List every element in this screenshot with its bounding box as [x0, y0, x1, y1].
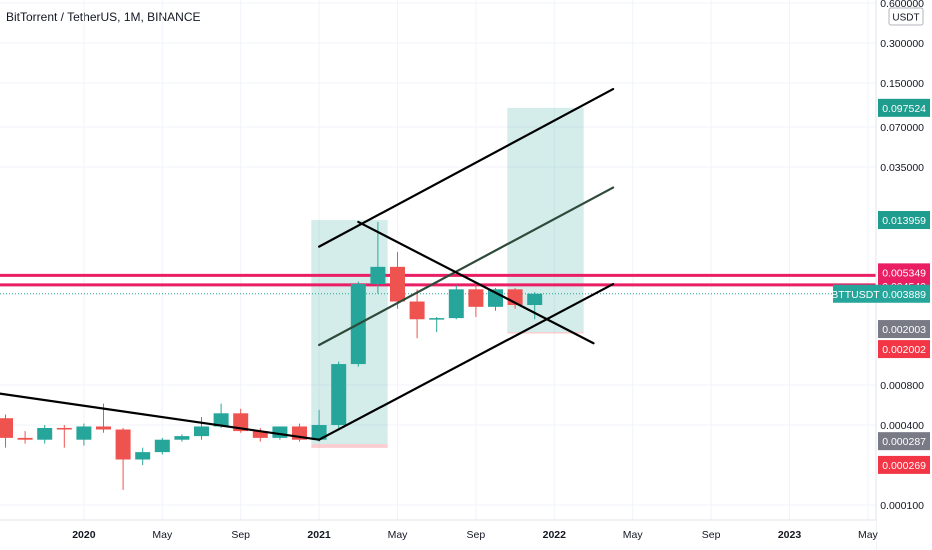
candle-body[interactable] [96, 426, 111, 430]
price-label-text: 0.003889 [882, 289, 926, 301]
price-label-badge [878, 284, 930, 303]
symbol-tag-text: BTTUSDT [831, 289, 880, 301]
trend-line[interactable] [318, 282, 615, 441]
candle-body[interactable] [311, 425, 327, 440]
target-range-box[interactable] [311, 220, 388, 445]
x-tick-label: Sep [467, 529, 486, 541]
trend-line[interactable] [318, 186, 615, 347]
price-label-badge [878, 98, 930, 117]
y-tick-label: 0.300000 [880, 38, 924, 50]
candle-body[interactable] [115, 429, 131, 460]
y-tick-label: 0.600000 [880, 0, 924, 10]
chart-title: BitTorrent / TetherUS, 1M, BINANCE [6, 10, 201, 24]
x-tick-label: 2021 [307, 529, 331, 541]
candle-body[interactable] [252, 431, 268, 438]
price-label-badge [878, 211, 930, 230]
stop-range-box[interactable] [507, 332, 584, 334]
price-label-text: 0.013959 [882, 215, 926, 227]
price-label-text: 0.097524 [882, 103, 926, 115]
price-label-badge [878, 340, 930, 359]
candle-body[interactable] [76, 426, 92, 440]
symbol-tag [833, 284, 878, 303]
currency-tag [888, 7, 924, 26]
price-label-text: 0.000287 [882, 436, 926, 448]
candle-body[interactable] [56, 427, 72, 430]
candle-body[interactable] [272, 426, 288, 438]
x-tick-label: Sep [231, 529, 250, 541]
time-axis-background [0, 520, 876, 550]
price-label-badge [878, 432, 930, 451]
trend-line[interactable] [318, 87, 615, 248]
x-tick-label: May [152, 529, 173, 541]
x-tick-label: May [858, 529, 879, 541]
candle-body[interactable] [409, 301, 425, 320]
y-tick-label: 0.070000 [880, 122, 924, 134]
x-tick-label: May [623, 529, 644, 541]
x-tick-label: Sep [702, 529, 721, 541]
price-label-badge [878, 455, 930, 474]
x-tick-label: 2020 [72, 529, 96, 541]
x-tick-label: May [388, 529, 409, 541]
price-label-text: 0.000269 [882, 460, 926, 472]
candle-body[interactable] [174, 436, 190, 440]
candle-body[interactable] [135, 452, 151, 460]
candle-body[interactable] [213, 413, 229, 427]
candle-body[interactable] [37, 427, 53, 440]
candle-body[interactable] [194, 426, 209, 437]
candle-body[interactable] [331, 364, 347, 426]
candle-body[interactable] [390, 266, 405, 302]
y-tick-label: 0.000400 [880, 420, 924, 432]
price-label-text: 0.002002 [882, 344, 926, 356]
y-tick-label: 0.000800 [880, 380, 924, 392]
candle-body[interactable] [429, 318, 445, 320]
price-label-text: 0.005349 [882, 267, 926, 279]
candle-body[interactable] [154, 439, 170, 453]
currency-label: USDT [892, 13, 919, 24]
x-tick-label: 2022 [543, 529, 567, 541]
candle-body[interactable] [468, 289, 484, 307]
candle-body[interactable] [17, 437, 33, 440]
stop-range-box[interactable] [311, 444, 388, 448]
price-label-badge [878, 320, 930, 339]
y-tick-label: 0.000100 [880, 500, 924, 512]
x-tick-label: 2023 [778, 529, 802, 541]
trend-line[interactable] [0, 389, 321, 441]
y-tick-label: 0.035000 [880, 162, 924, 174]
y-tick-label: 0.150000 [880, 78, 924, 90]
candle-body[interactable] [370, 266, 386, 285]
candle-body[interactable] [448, 289, 464, 319]
price-label-text: 0.002003 [882, 324, 926, 336]
trend-line[interactable] [357, 220, 595, 345]
candle-body[interactable] [0, 418, 13, 438]
candle-body[interactable] [527, 293, 543, 306]
candle-body[interactable] [233, 413, 249, 432]
